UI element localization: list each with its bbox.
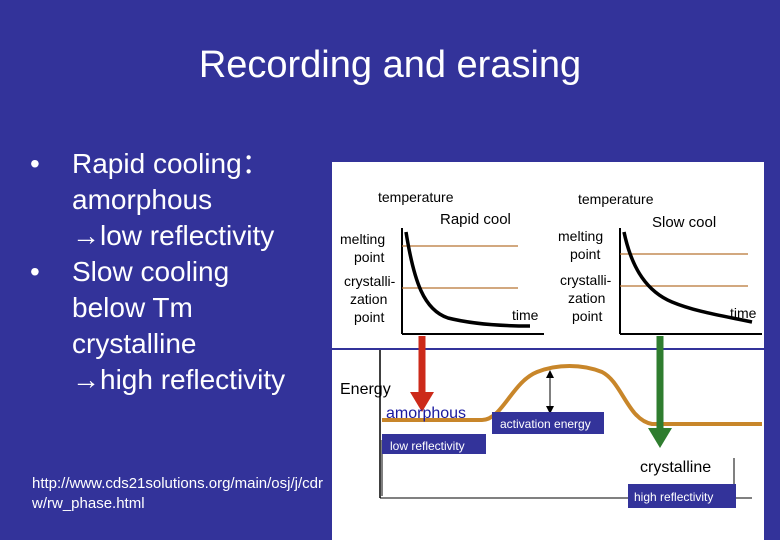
left-crystallization-label-1: crystalli-: [344, 273, 396, 289]
energy-axis-label: Energy: [340, 381, 391, 398]
activation-arrow-top: [546, 370, 554, 378]
right-panel-title: Slow cool: [652, 214, 716, 231]
left-melting-label-2: point: [354, 249, 384, 265]
right-crystallization-label-2: zation: [568, 290, 605, 306]
right-crystallization-label-3: point: [572, 308, 602, 324]
energy-profile-curve: [382, 364, 762, 426]
left-crystallization-label-3: point: [354, 309, 384, 325]
left-time-label: time: [512, 307, 539, 323]
bullet-line: below Tm: [72, 292, 193, 323]
activation-arrow-bottom: [546, 406, 554, 414]
source-url[interactable]: http://www.cds21solutions.org/main/osj/j…: [32, 475, 323, 512]
bullet-marker: •: [30, 148, 40, 179]
slow-cool-arrow-head: [648, 428, 672, 448]
left-melting-label-1: melting: [340, 231, 385, 247]
rapid-cool-arrow-head: [410, 392, 434, 412]
left-crystallization-label-2: zation: [350, 291, 387, 307]
figure-background: [332, 162, 764, 540]
right-melting-label-1: melting: [558, 228, 603, 244]
bullet-slow-cooling: • Slow cooling below Tm crystalline →hig…: [28, 254, 328, 398]
bullet-line: amorphous: [72, 184, 213, 215]
bullet-marker: •: [30, 256, 40, 287]
left-panel-title: Rapid cool: [440, 211, 511, 228]
bullet-list: • Rapid cooling： amorphous →low reflecti…: [28, 146, 328, 398]
bullet-text: Rapid cooling： amorphous →low reflectivi…: [72, 146, 274, 254]
bullet-line: Slow cooling: [72, 256, 230, 287]
right-melting-label-2: point: [570, 246, 600, 262]
bullet-rapid-cooling: • Rapid cooling： amorphous →low reflecti…: [28, 146, 328, 254]
high-reflectivity-box: [628, 484, 736, 508]
amorphous-label: amorphous: [386, 405, 466, 422]
phase-change-diagram: temperature Rapid cool melting point cry…: [332, 162, 764, 540]
low-reflectivity-label: low reflectivity: [390, 439, 465, 453]
low-reflectivity-box: [382, 434, 486, 454]
rapid-cool-curve: [404, 231, 531, 328]
bullet-line: →low reflectivity: [72, 220, 275, 251]
phase-change-figure: temperature Rapid cool melting point cry…: [332, 162, 764, 540]
activation-energy-label: activation energy: [500, 417, 591, 431]
bullet-text: Slow cooling below Tm crystalline →high …: [72, 254, 285, 398]
right-crystallization-label-1: crystalli-: [560, 272, 612, 288]
slow-cool-curve: [622, 231, 753, 324]
activation-energy-box: [492, 412, 604, 434]
slide-title: Recording and erasing: [198, 44, 582, 86]
energy-panel-divider: [332, 348, 764, 350]
left-temperature-label: temperature: [378, 189, 454, 205]
right-temperature-label: temperature: [578, 191, 654, 207]
bullet-line: Rapid cooling：: [72, 148, 270, 179]
bullet-line: crystalline: [72, 328, 197, 359]
right-time-label: time: [730, 305, 757, 321]
bullet-line: →high reflectivity: [72, 364, 286, 395]
crystalline-label: crystalline: [640, 459, 711, 476]
high-reflectivity-label: high reflectivity: [634, 490, 713, 504]
